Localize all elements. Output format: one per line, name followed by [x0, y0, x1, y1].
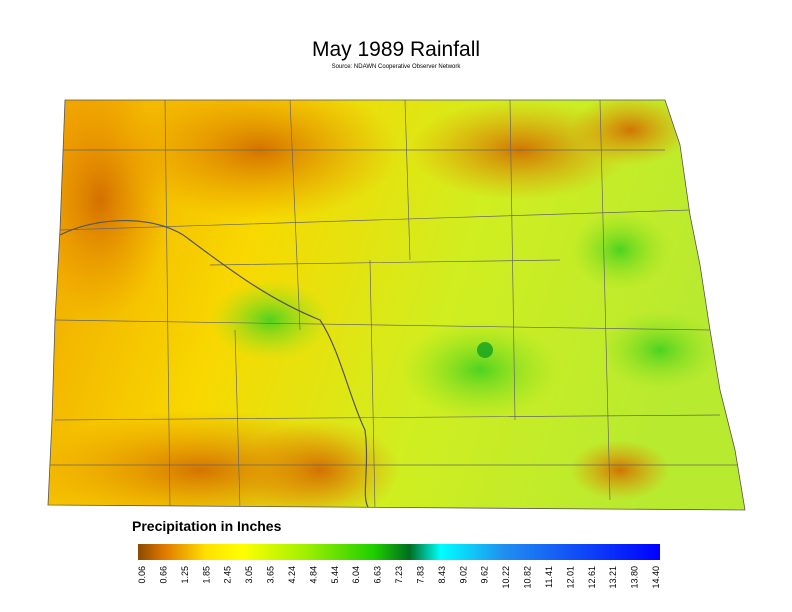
legend-label: 5.44	[330, 566, 340, 584]
legend-label: 7.83	[415, 566, 425, 584]
source: Source: NDAWN Cooperative Observer Netwo…	[332, 64, 462, 70]
legend-label: 14.40	[651, 566, 661, 589]
legend-color-bar	[138, 544, 660, 560]
legend-label: 4.24	[287, 566, 297, 584]
legend-label: 7.23	[394, 566, 404, 584]
legend-label: 8.43	[437, 566, 447, 584]
legend-label: 1.85	[201, 566, 211, 584]
legend-label: 12.61	[587, 566, 597, 589]
legend-ticks: 0.06 0.66 1.25 1.85 2.45 3.05 3.65 4.24 4.84 5.44…	[137, 566, 661, 589]
legend-label: 10.82	[523, 566, 533, 589]
legend-label: 9.62	[480, 566, 490, 584]
legend-label: 4.84	[308, 566, 318, 584]
legend-label: 6.63	[373, 566, 383, 584]
state-outline	[47, 99, 746, 511]
legend-label: 2.45	[223, 566, 233, 584]
legend-label: 10.22	[501, 566, 511, 589]
legend-label: 3.65	[266, 566, 276, 584]
legend-label: 3.05	[244, 566, 254, 584]
legend-label: 6.04	[351, 566, 361, 584]
legend-label: 13.21	[608, 566, 618, 589]
legend-label: 12.01	[565, 566, 575, 589]
legend-label: 13.80	[630, 566, 640, 589]
rainfall-map	[48, 100, 745, 510]
legend-label: 11.41	[544, 566, 554, 588]
legend-label: 0.06	[137, 566, 147, 584]
legend-title: Precipitation in Inches	[132, 518, 282, 534]
legend-label: 1.25	[180, 566, 190, 584]
legend-label: 9.02	[458, 566, 468, 584]
legend-label: 0.66	[158, 566, 168, 584]
title: May 1989 Rainfall	[312, 38, 480, 61]
